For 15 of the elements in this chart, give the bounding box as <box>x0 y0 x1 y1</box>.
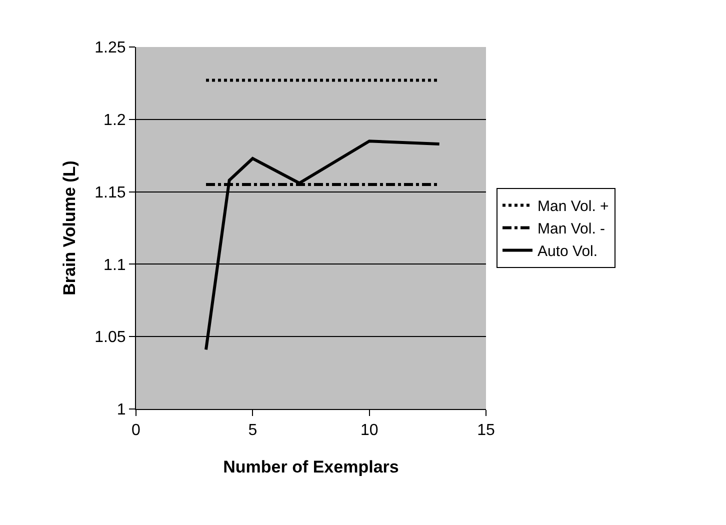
y-tick-label: 1.15 <box>94 184 126 202</box>
x-axis-title: Number of Exemplars <box>223 458 399 477</box>
y-tick-label: 1 <box>116 402 126 419</box>
y-axis-title: Brain Volume (L) <box>60 160 80 296</box>
legend-label: Auto Vol. <box>538 243 598 260</box>
x-tick-label: 0 <box>132 422 141 440</box>
y-tick-label: 1.1 <box>104 256 126 274</box>
x-tick-label: 15 <box>477 422 495 440</box>
legend-label: Man Vol. + <box>538 198 610 216</box>
x-tick-label: 10 <box>360 422 378 440</box>
y-tick-label: 1.05 <box>94 329 126 346</box>
x-tick-label: 5 <box>248 422 258 440</box>
y-tick-label: 1.25 <box>94 40 126 57</box>
y-tick-label: 1.2 <box>104 112 126 129</box>
legend-label: Man Vol. - <box>538 220 606 238</box>
